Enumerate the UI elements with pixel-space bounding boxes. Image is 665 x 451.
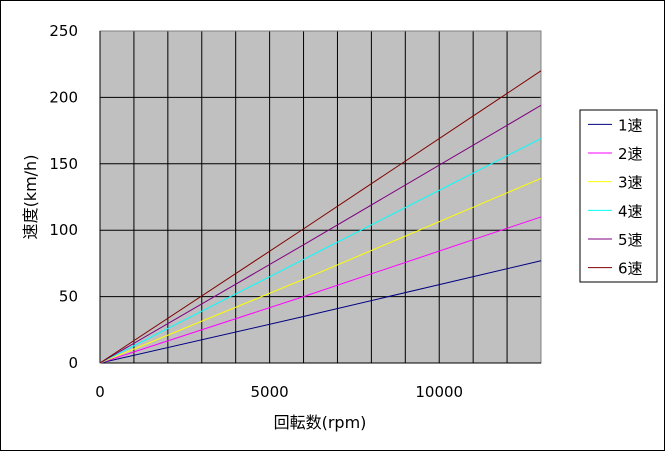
y-tick-label: 50 (59, 288, 78, 306)
x-tick-label: 0 (95, 383, 105, 401)
series-line-3 (99, 177, 542, 364)
series-line-4 (99, 138, 542, 364)
x-tick-label: 5000 (251, 383, 289, 401)
series-line-5 (99, 104, 542, 364)
x-tick-label: 10000 (415, 383, 463, 401)
legend-box (579, 109, 658, 283)
y-tick-label: 200 (49, 88, 78, 106)
legend-label-2: 2速 (618, 145, 643, 163)
legend-label-4: 4速 (618, 202, 643, 220)
y-tick-label: 0 (68, 354, 78, 372)
grid-lines (99, 30, 542, 364)
y-tick-label: 150 (49, 155, 78, 173)
y-tick-labels: 0 50 100 150 200 250 (49, 22, 78, 372)
legend-label-3: 3速 (618, 174, 643, 192)
x-axis-title: 回転数(rpm) (274, 413, 367, 432)
series-lines (99, 70, 542, 364)
series-line-6 (99, 70, 542, 364)
y-axis-title: 速度(km/h) (21, 155, 40, 240)
plot-area (100, 31, 541, 363)
y-tick-label: 250 (49, 22, 78, 40)
y-tick-label: 100 (49, 221, 78, 239)
series-line-1 (99, 260, 542, 364)
legend-label-6: 6速 (618, 260, 643, 278)
legend-label-5: 5速 (618, 231, 643, 249)
series-line-2 (99, 216, 542, 364)
legend-label-1: 1速 (618, 116, 643, 134)
legend: 1速 2速 3速 4速 5速 6速 (579, 109, 658, 283)
x-tick-labels: 0 5000 10000 (95, 383, 463, 401)
